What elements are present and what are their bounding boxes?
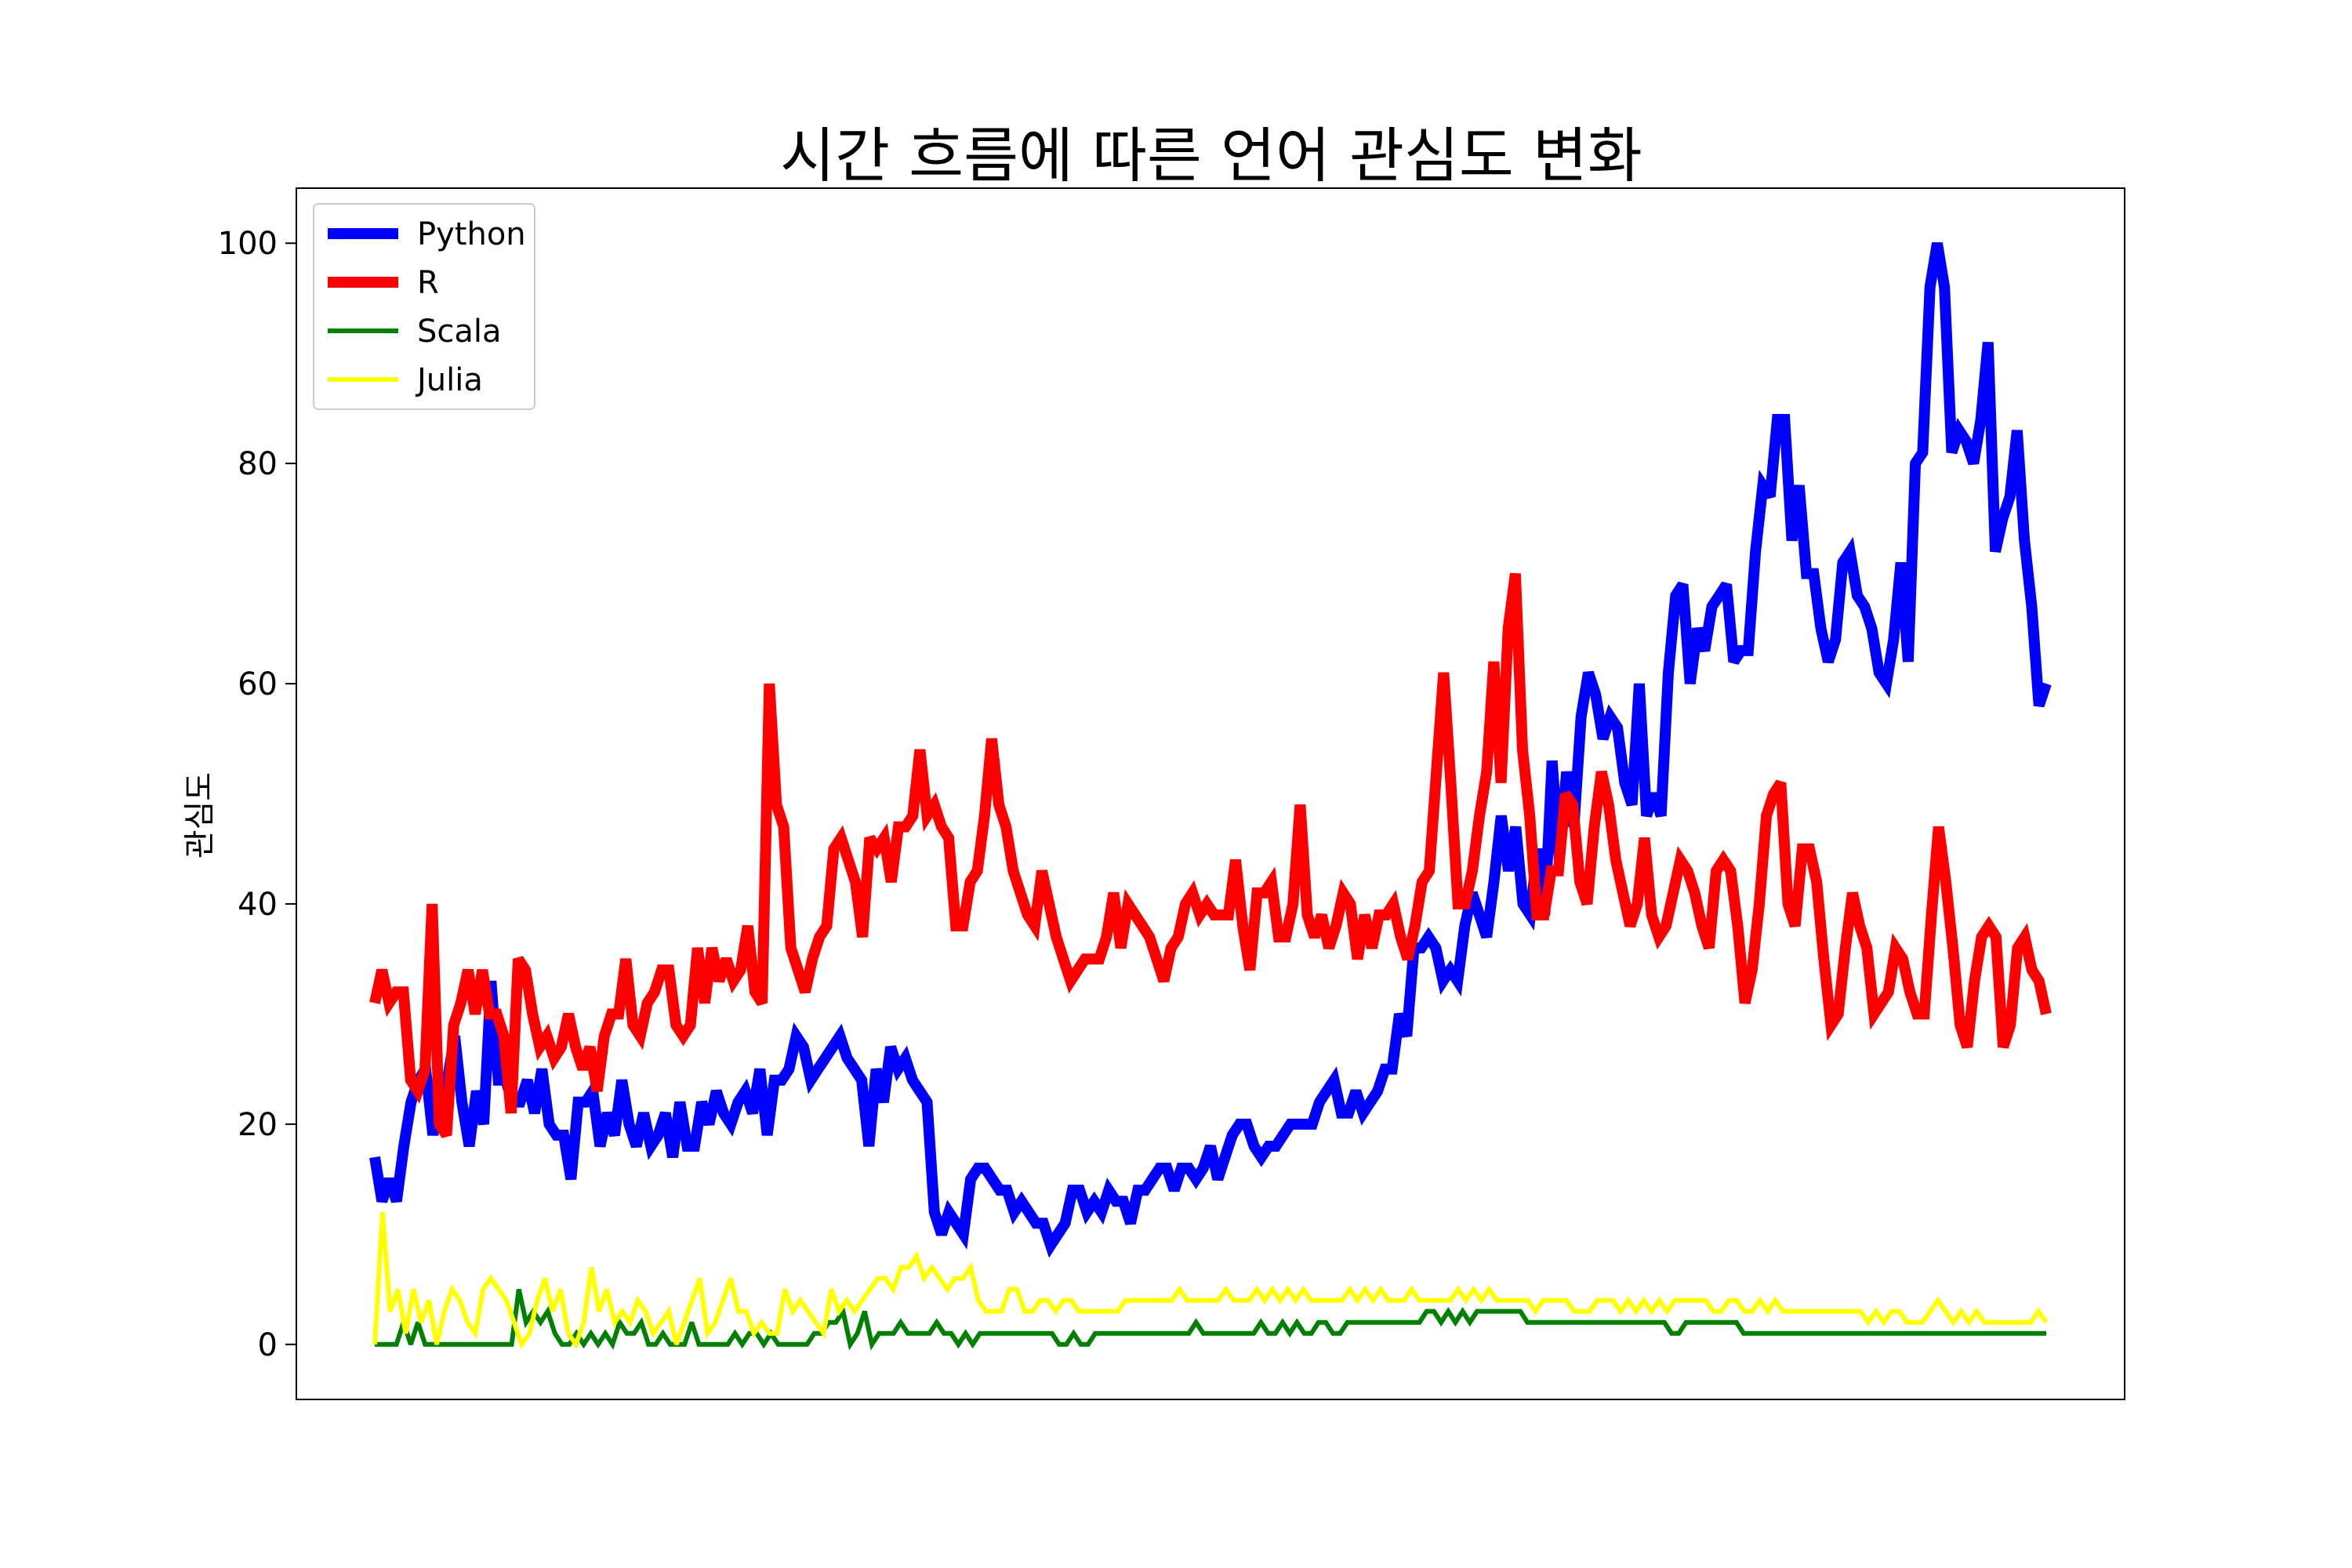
legend-box xyxy=(313,203,535,410)
series-line-julia xyxy=(372,1211,2049,1350)
legend-label-julia: Julia xyxy=(415,362,483,398)
legend: Python R Scala Julia xyxy=(313,203,535,410)
series-line-python xyxy=(369,242,2052,1258)
series-line-scala xyxy=(375,1288,2046,1351)
chart-title: 시간 흐름에 따른 언어 관심도 변화 xyxy=(780,121,1642,191)
legend-label-scala: Scala xyxy=(417,314,502,350)
series-lines xyxy=(369,242,2052,1351)
y-tick-label: 80 xyxy=(238,446,278,482)
y-tick-label: 20 xyxy=(238,1107,278,1143)
legend-label-python: Python xyxy=(417,216,526,252)
y-axis-label: 관심도 xyxy=(182,772,218,858)
y-axis-ticks: 0 20 40 60 80 100 xyxy=(218,226,296,1363)
y-tick-label: 100 xyxy=(218,226,278,262)
series-line-r xyxy=(369,572,2052,1138)
y-tick-label: 40 xyxy=(238,887,278,923)
y-tick-label: 0 xyxy=(258,1327,278,1363)
y-tick-label: 60 xyxy=(238,666,278,702)
plot-area-frame xyxy=(296,187,2125,1400)
legend-label-r: R xyxy=(417,265,439,301)
